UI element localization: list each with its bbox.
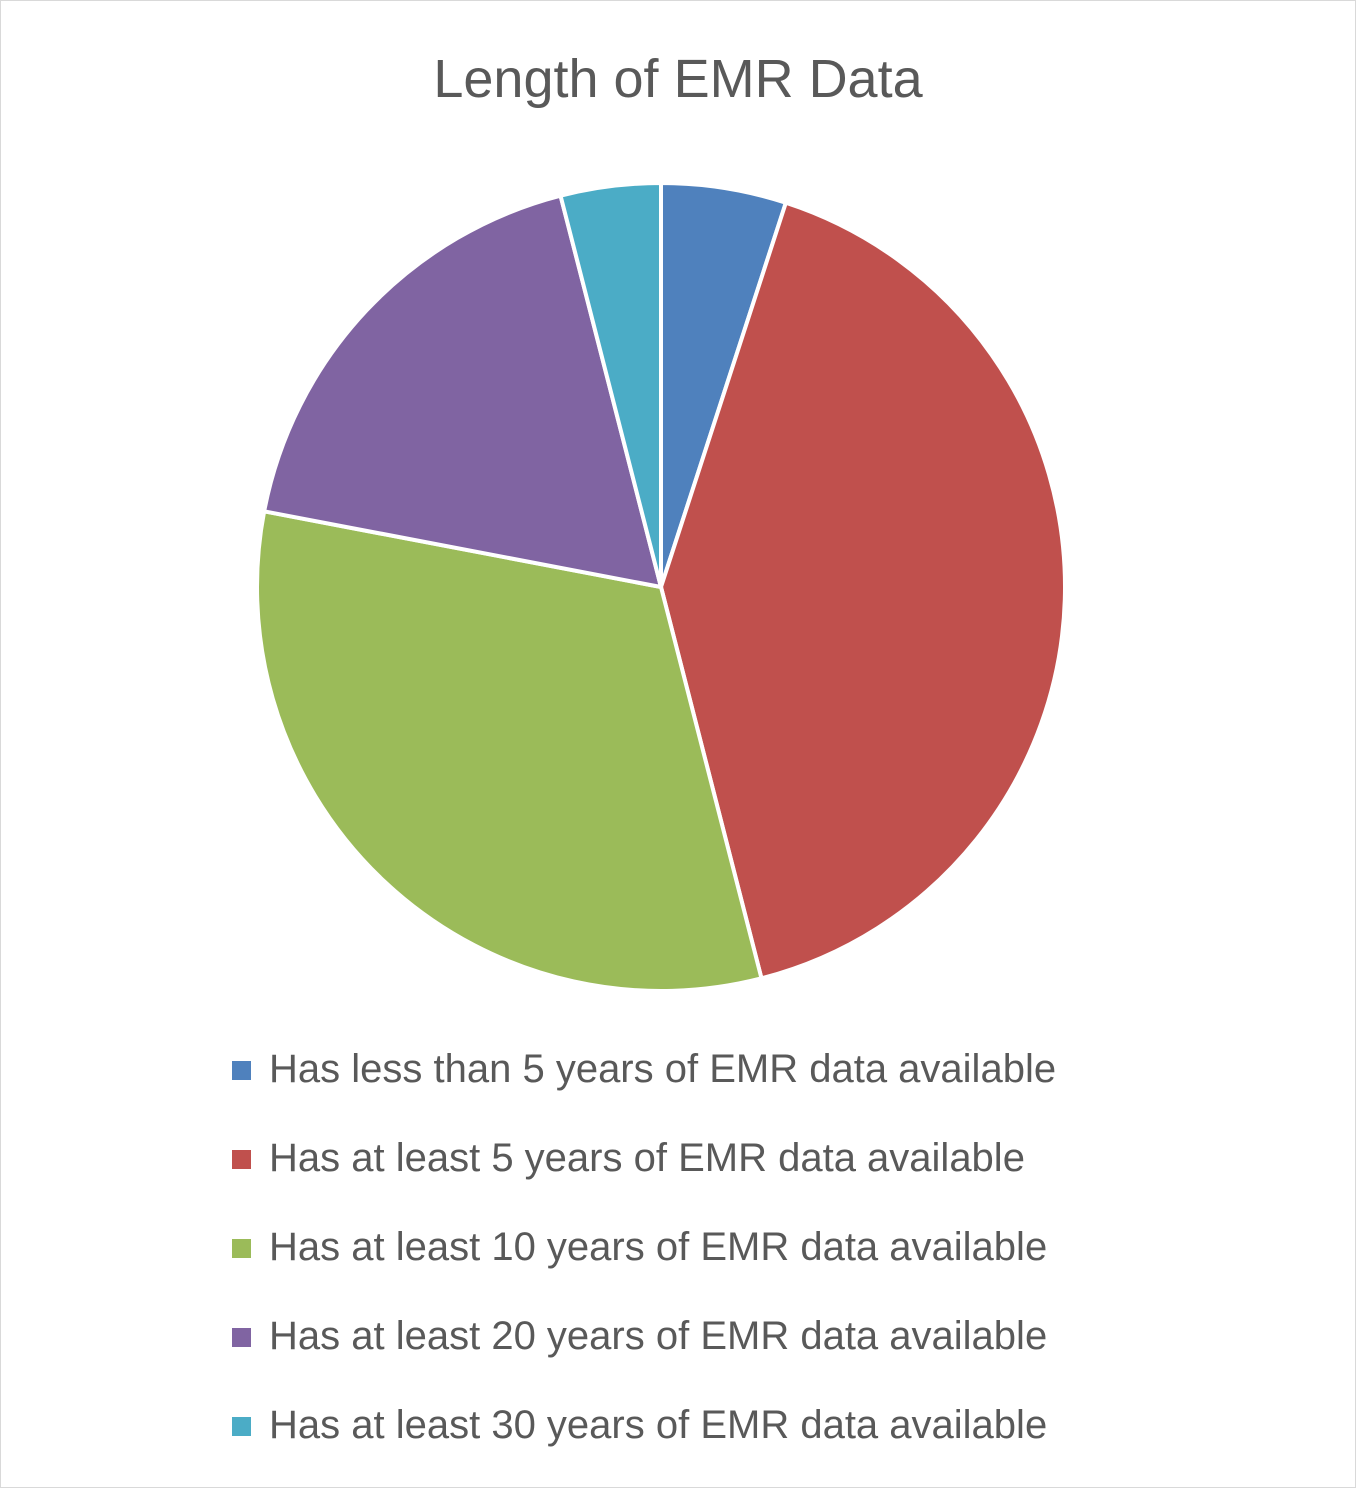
legend-swatch-3	[232, 1239, 251, 1258]
legend-item-1: Has less than 5 years of EMR data availa…	[229, 1025, 1229, 1114]
legend-label-1: Has less than 5 years of EMR data availa…	[269, 1047, 1057, 1091]
legend-label-3: Has at least 10 years of EMR data availa…	[269, 1225, 1048, 1269]
pie-slice-5	[558, 181, 663, 589]
legend-swatch-1	[232, 1061, 251, 1080]
pie-slice-3	[255, 509, 764, 993]
legend-label-5: Has at least 30 years of EMR data availa…	[269, 1403, 1048, 1447]
legend-item-4: Has at least 20 years of EMR data availa…	[229, 1292, 1229, 1381]
legend-label-4: Has at least 20 years of EMR data availa…	[269, 1314, 1048, 1358]
pie-slice-4	[262, 193, 663, 589]
legend-item-3: Has at least 10 years of EMR data availa…	[229, 1203, 1229, 1292]
legend-item-5: Has at least 30 years of EMR data availa…	[229, 1381, 1229, 1470]
legend-label-2: Has at least 5 years of EMR data availab…	[269, 1136, 1025, 1180]
pie-chart	[255, 181, 1067, 993]
legend-swatch-5	[232, 1417, 251, 1436]
chart-title: Length of EMR Data	[433, 49, 923, 109]
legend-swatch-2	[232, 1150, 251, 1169]
legend-item-2: Has at least 5 years of EMR data availab…	[229, 1114, 1229, 1203]
legend: Has less than 5 years of EMR data availa…	[229, 1025, 1229, 1470]
pie-slice-2	[659, 200, 1067, 981]
legend-swatch-4	[232, 1328, 251, 1347]
